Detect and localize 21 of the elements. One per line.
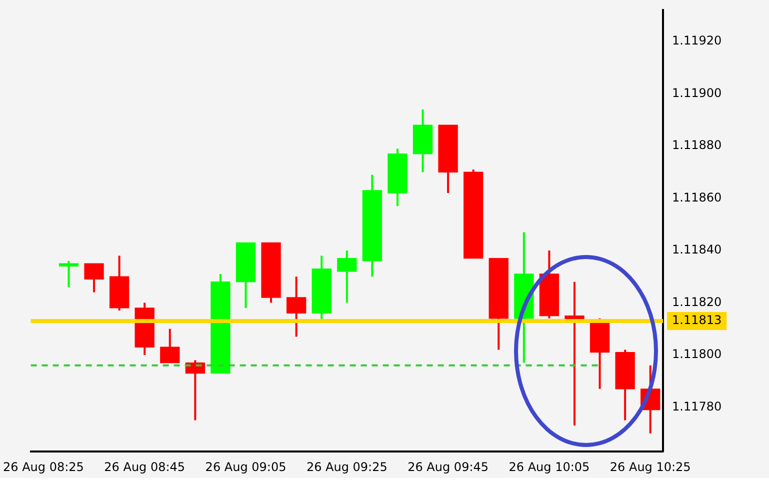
- x-tick-label: 26 Aug 09:05: [205, 460, 286, 474]
- x-tick-label: 26 Aug 09:45: [408, 460, 489, 474]
- ref-line-label: 1.11813: [672, 313, 722, 328]
- candlestick: [337, 249, 357, 304]
- x-tick-label: 26 Aug 09:25: [306, 460, 388, 474]
- y-tick-label: 1.11840: [672, 242, 722, 257]
- y-tick-label: 1.11900: [672, 86, 722, 100]
- candlestick: [58, 260, 79, 288]
- y-tick-label: 1.11800: [672, 347, 722, 362]
- x-tick-label: 26 Aug 10:25: [610, 460, 691, 474]
- y-tick-label: 1.11780: [672, 399, 722, 414]
- x-tick-label: 26 Aug 10:05: [508, 460, 590, 474]
- x-tick-label: 26 Aug 08:25: [2, 460, 84, 474]
- y-tick-label: 1.11880: [672, 138, 722, 152]
- candlestick: [160, 328, 180, 364]
- y-tick-label: 1.11820: [672, 294, 722, 309]
- x-tick-label: 26 Aug 08:45: [104, 460, 186, 474]
- candlestick: [286, 276, 306, 338]
- y-tick-label: 1.11860: [672, 190, 722, 204]
- candlestick: [84, 262, 104, 294]
- y-tick-label: 1.11920: [672, 34, 722, 48]
